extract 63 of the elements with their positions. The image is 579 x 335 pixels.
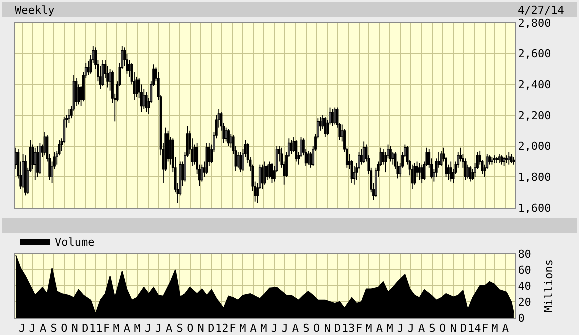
x-tick-label: D (208, 322, 215, 335)
y-tick-label: 2,200 (518, 109, 552, 122)
y-tick-label: 40 (518, 280, 532, 293)
x-tick-label: J (18, 322, 26, 335)
y-tick-label: 60 (518, 264, 532, 277)
x-tick-label: J (408, 322, 414, 335)
x-tick-label: M (386, 322, 394, 335)
x-tick-label: S (429, 322, 436, 335)
x-tick-label: S (50, 322, 58, 335)
x-tick-label: S (176, 322, 184, 335)
x-tick-label: A (124, 322, 131, 335)
x-tick-label: M (240, 322, 247, 335)
x-tick-label: J (397, 322, 404, 335)
y-tick-label: 1,800 (518, 171, 552, 184)
x-tick-label: M (113, 322, 120, 335)
x-tick-label: S (303, 322, 310, 335)
x-tick-label: A (292, 322, 300, 335)
y-tick-label: 2,400 (518, 78, 552, 92)
y-tick-label: 2,600 (518, 48, 552, 61)
y-tick-label: 2,800 (518, 16, 552, 30)
x-tick-label: J (155, 322, 162, 335)
x-tick-label: J (29, 322, 36, 335)
x-tick-label: D (82, 322, 89, 335)
y-axis-title: Millions (542, 260, 556, 312)
x-tick-label: M (260, 322, 268, 335)
x-tick-label: O (187, 322, 194, 335)
x-tick-label: O (61, 322, 68, 335)
x-tick-label: A (502, 322, 510, 335)
x-tick-label: 13 (342, 322, 356, 335)
x-tick-label: N (198, 322, 204, 335)
x-tick-label: F (104, 322, 110, 335)
x-tick-label: M (366, 322, 373, 335)
x-tick-label: F (356, 322, 363, 335)
x-tick-label: A (40, 322, 47, 335)
y-tick-label: 20 (518, 296, 532, 309)
y-tick-label: 1,600 (518, 202, 552, 215)
x-tick-label: A (418, 322, 426, 335)
chart-title: Weekly (15, 4, 56, 17)
x-tick-label: 11 (90, 322, 103, 335)
y-tick-label: 0 (518, 312, 525, 325)
x-tick-label: N (450, 322, 457, 335)
x-tick-label: J (271, 322, 278, 335)
x-tick-label: F (230, 322, 236, 335)
x-tick-label: N (72, 322, 78, 335)
x-tick-label: M (134, 322, 142, 335)
x-tick-label: F (482, 322, 489, 335)
x-tick-label: A (376, 322, 384, 335)
legend-label: Volume (55, 236, 95, 249)
x-tick-label: J (144, 322, 152, 335)
x-tick-label: A (166, 322, 174, 335)
x-tick-label: A (250, 322, 258, 335)
x-tick-label: N (324, 322, 331, 335)
x-tick-label: M (492, 322, 499, 335)
x-tick-label: 14 (468, 322, 482, 335)
x-tick-label: D (460, 322, 468, 335)
x-tick-label: O (313, 322, 320, 335)
x-tick-label: 12 (216, 322, 229, 335)
y-tick-label: 2,000 (518, 140, 552, 154)
x-tick-label: O (440, 322, 446, 335)
x-tick-label: D (334, 322, 342, 335)
x-tick-label: J (282, 322, 288, 335)
text: 4/27/14 (518, 4, 565, 17)
y-tick-label: 80 (518, 248, 532, 261)
